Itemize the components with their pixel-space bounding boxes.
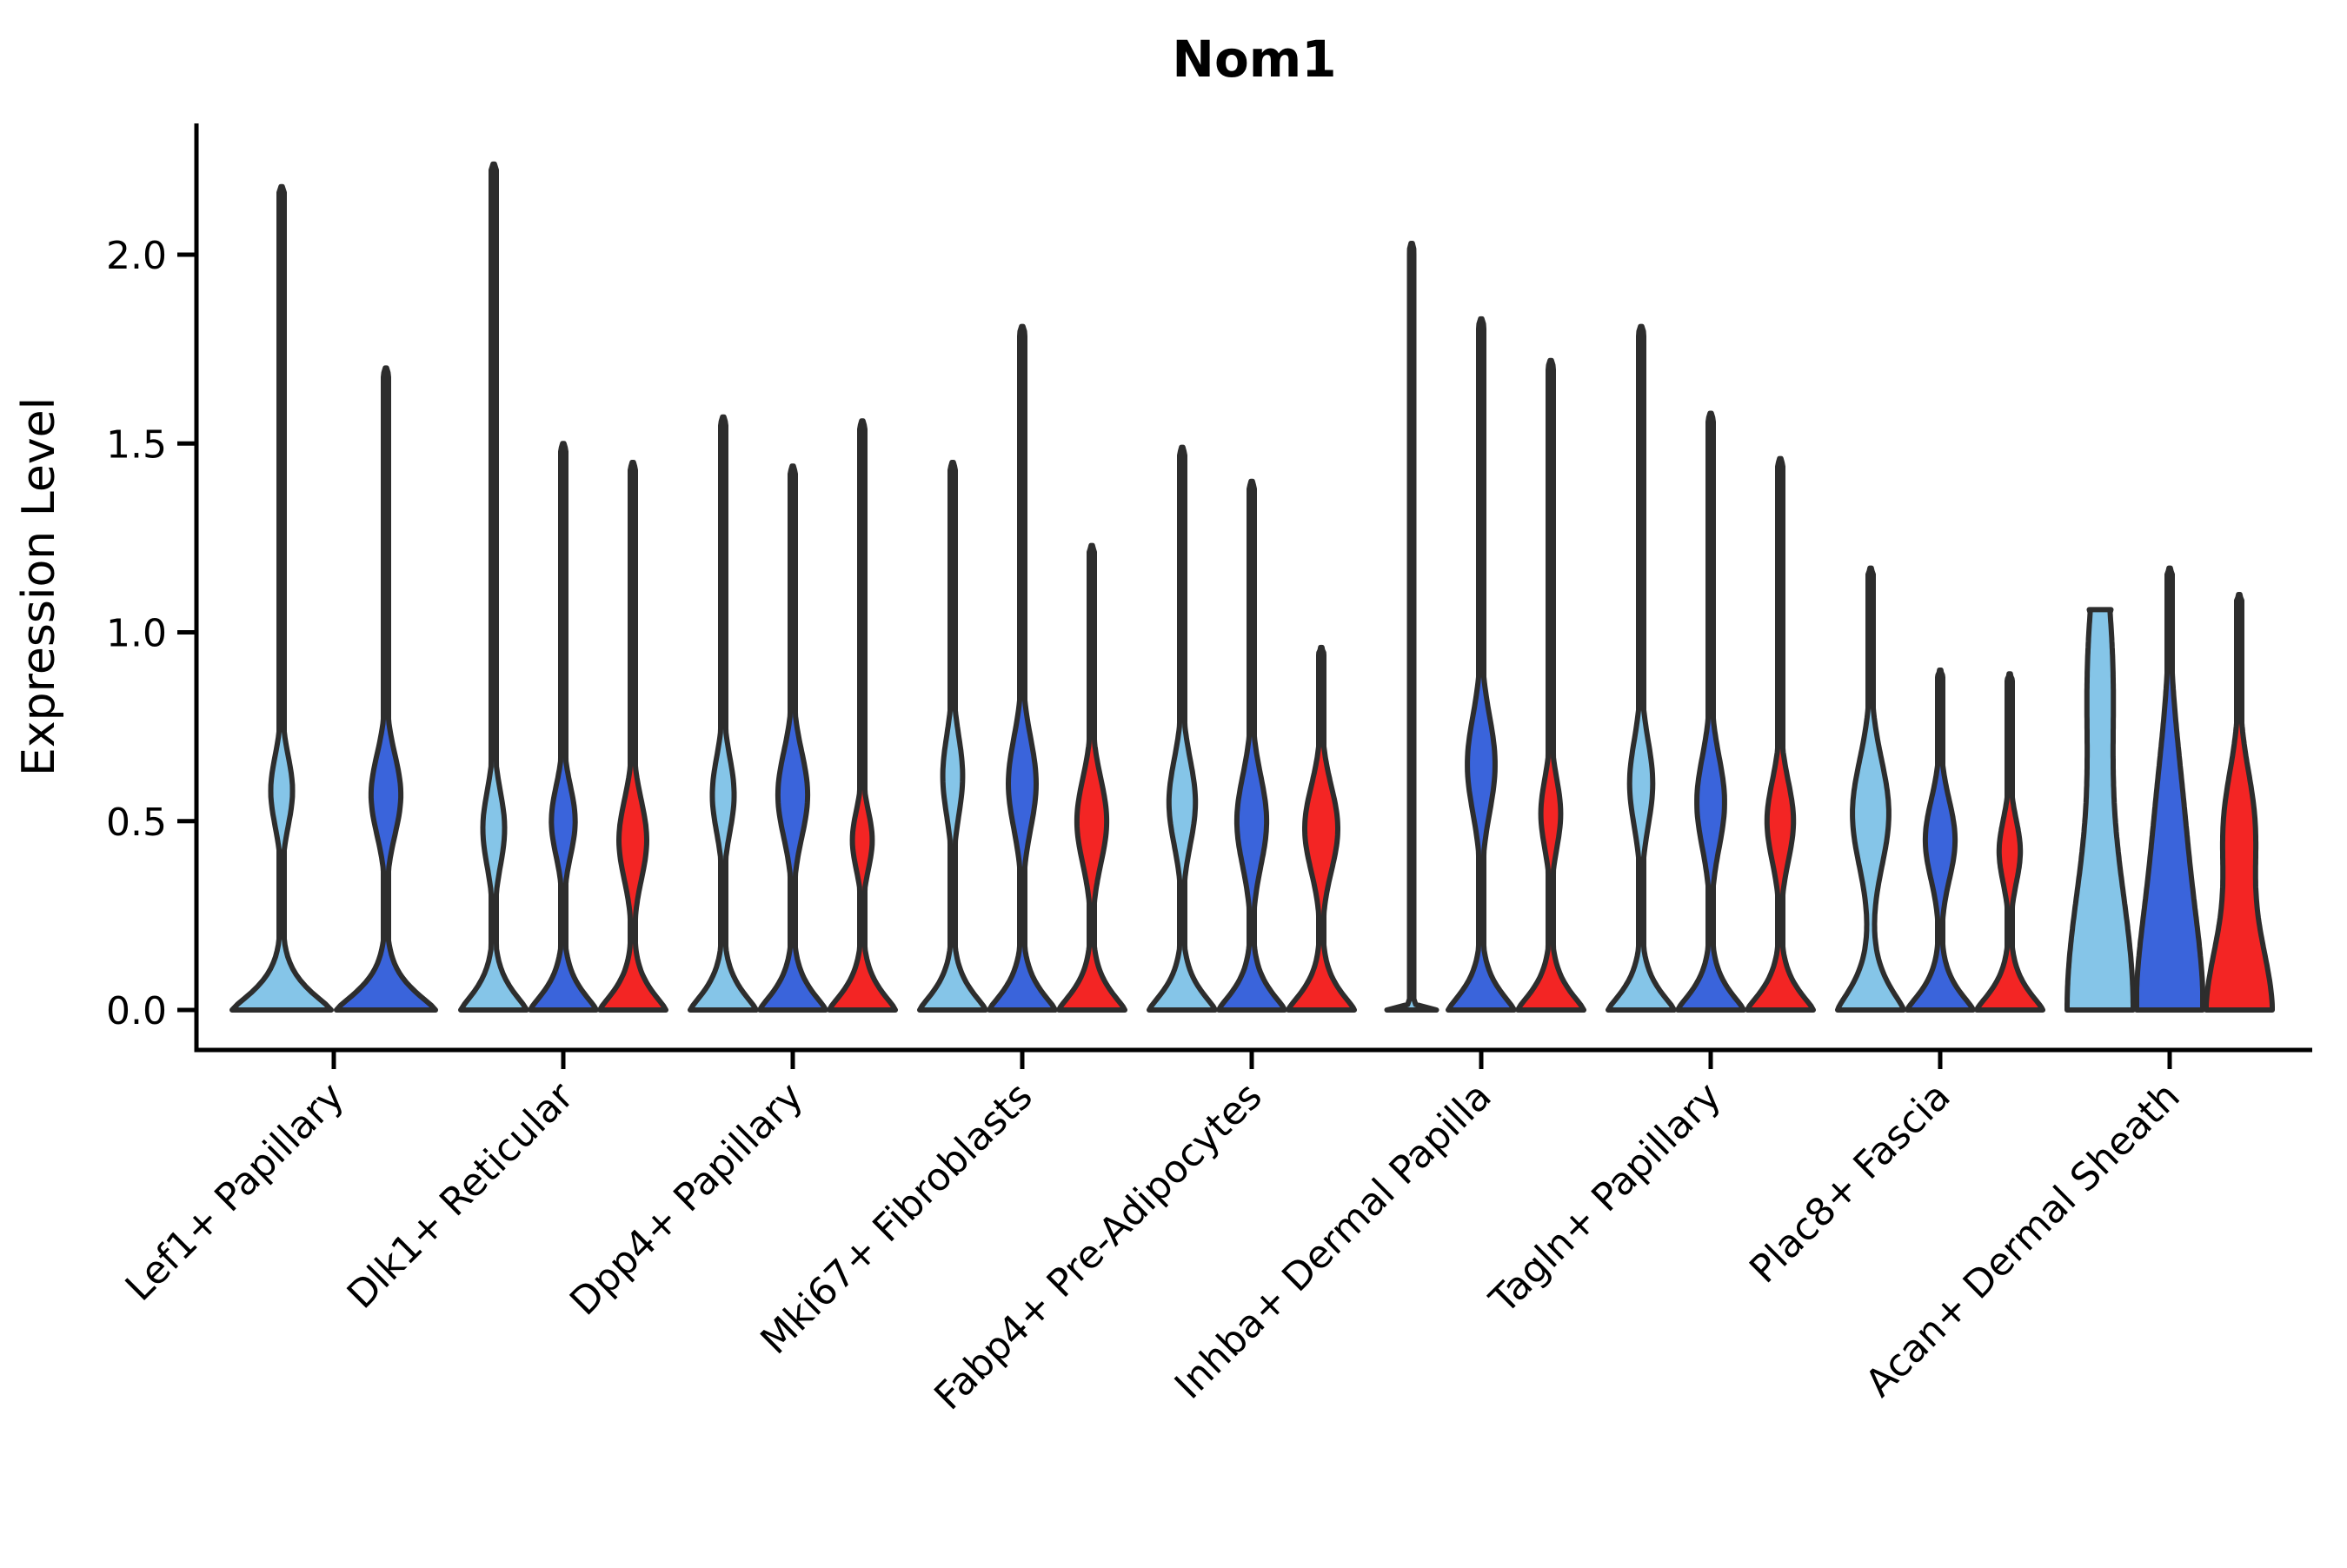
x-tick-label: Lef1+ Papillary — [117, 1074, 353, 1310]
x-tick-label: Dlk1+ Reticular — [339, 1073, 583, 1318]
y-tick-label: 1.5 — [106, 422, 167, 467]
violins-layer — [229, 161, 2275, 1013]
violin-fabp4-royal-blue — [1216, 478, 1287, 1013]
violin-fabp4-sky-blue — [1147, 444, 1218, 1013]
violin-mki67-royal-blue — [987, 323, 1058, 1013]
violin-acan-red — [2204, 592, 2275, 1013]
violin-plac8-red — [1974, 671, 2045, 1013]
x-tick-label: Tagln+ Papillary — [1481, 1074, 1730, 1323]
violin-dlk1-royal-blue — [528, 441, 599, 1013]
violin-inhba-royal-blue — [1446, 316, 1517, 1013]
violin-acan-royal-blue — [2134, 565, 2205, 1013]
violin-inhba-red — [1515, 357, 1586, 1013]
violin-mki67-red — [1056, 542, 1127, 1013]
violin-tagln-royal-blue — [1675, 410, 1746, 1013]
violin-dpp4-sky-blue — [688, 414, 759, 1013]
y-tick-label: 0.0 — [106, 989, 167, 1033]
violin-plac8-royal-blue — [1905, 668, 1976, 1013]
x-tick-label: Plac8+ Fascia — [1741, 1074, 1959, 1292]
violin-acan-sky-blue — [2064, 607, 2136, 1013]
y-tick-label: 0.5 — [106, 801, 167, 845]
violin-plac8-sky-blue — [1835, 565, 1906, 1013]
violin-tagln-sky-blue — [1606, 323, 1677, 1013]
y-tick-label: 2.0 — [106, 234, 167, 278]
x-tick-label: Dpp4+ Papillary — [562, 1074, 812, 1325]
violin-lef1-sky-blue — [229, 183, 334, 1013]
violin-lef1-royal-blue — [334, 365, 438, 1013]
violin-tagln-red — [1745, 455, 1816, 1013]
y-axis-label: Expression Level — [13, 397, 65, 776]
violin-dlk1-sky-blue — [458, 161, 529, 1013]
y-tick-label: 1.0 — [106, 612, 167, 656]
violin-mki67-sky-blue — [917, 460, 988, 1013]
violin-dpp4-red — [827, 418, 898, 1013]
violin-dpp4-royal-blue — [757, 463, 828, 1013]
violin-dlk1-red — [597, 460, 668, 1013]
violin-inhba-sky-blue — [1384, 241, 1439, 1013]
chart-title: Nom1 — [1172, 30, 1336, 89]
violin-fabp4-red — [1286, 644, 1357, 1013]
